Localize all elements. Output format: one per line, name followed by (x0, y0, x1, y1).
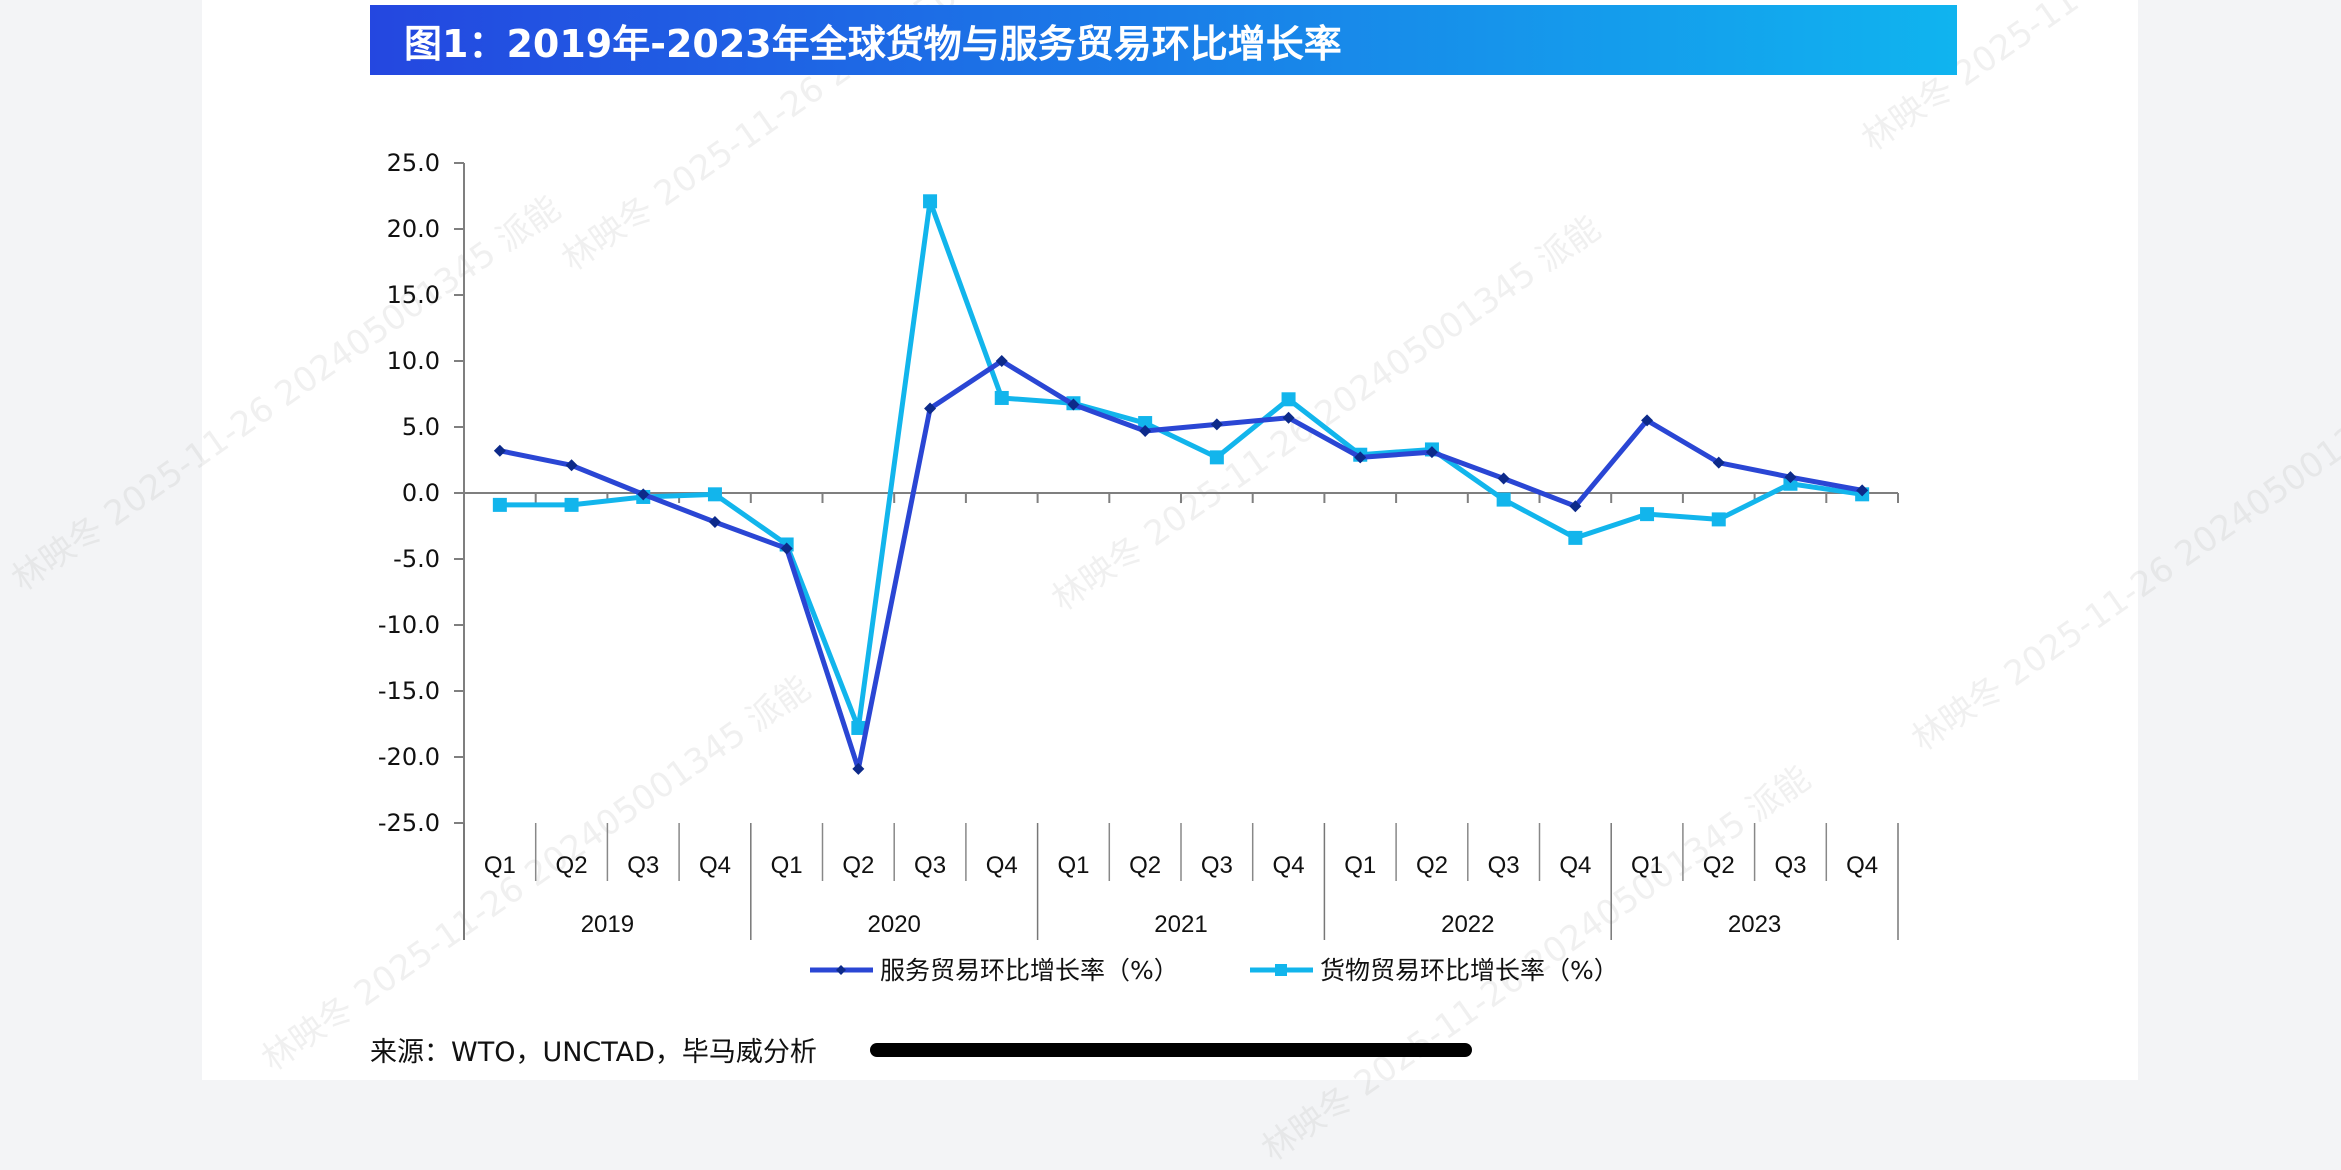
y-tick-label: 15.0 (387, 281, 440, 309)
x-quarter-label: Q1 (1057, 852, 1089, 879)
chart-legend: 服务贸易环比增长率（%） 货物贸易环比增长率（%） (810, 956, 1619, 985)
x-quarter-label: Q3 (1488, 852, 1520, 879)
y-tick-label: 0.0 (402, 479, 440, 507)
series-layer (492, 194, 1870, 775)
y-tick-label: 25.0 (387, 149, 440, 177)
x-year-label: 2021 (1154, 911, 1207, 938)
x-quarter-label: Q1 (771, 852, 803, 879)
x-quarter-label: Q1 (1344, 852, 1376, 879)
x-year-label: 2019 (581, 911, 634, 938)
legend-label: 服务贸易环比增长率（%） (880, 956, 1179, 985)
y-tick-label: -25.0 (378, 809, 440, 837)
y-axis: 25.0 20.0 15.0 10.0 5.0 0.0 -5.0 -10.0 -15.0 -20.… (378, 149, 465, 940)
x-quarter-label: Q2 (556, 852, 588, 879)
x-quarter-label: Q4 (986, 852, 1018, 879)
x-quarter-label: Q1 (484, 852, 516, 879)
x-quarter-label: Q3 (1201, 852, 1233, 879)
figure-title: 图1：2019年-2023年全球货物与服务贸易环比增长率 (404, 21, 1342, 66)
legend-label: 货物贸易环比增长率（%） (1320, 956, 1619, 985)
goods-series (492, 194, 1870, 735)
y-tick-label: -15.0 (378, 677, 440, 705)
x-quarter-label: Q3 (914, 852, 946, 879)
y-tick-label: 10.0 (387, 347, 440, 375)
x-quarter-label: Q4 (1559, 852, 1591, 879)
x-year-label: 2020 (868, 911, 921, 938)
x-quarter-label: Q2 (1703, 852, 1735, 879)
x-quarter-label: Q4 (1846, 852, 1878, 879)
x-quarter-label: Q3 (627, 852, 659, 879)
x-year-label: 2023 (1728, 911, 1781, 938)
x-axis: Q1 Q2 Q3 Q4 Q1 Q2 Q3 Q4 Q1 Q2 Q3 Q4 Q1 Q2 Q3 Q4 Q1 Q2 Q3 Q4… (463, 492, 1899, 940)
x-quarter-label: Q2 (1129, 852, 1161, 879)
source-note: 来源：WTO，UNCTAD，毕马威分析 (370, 1037, 817, 1068)
x-quarter-label: Q2 (1416, 852, 1448, 879)
x-quarter-label: Q1 (1631, 852, 1663, 879)
x-quarter-label: Q4 (699, 852, 731, 879)
x-quarter-label: Q4 (1273, 852, 1305, 879)
legend-item-services: 服务贸易环比增长率（%） (810, 956, 1179, 985)
y-tick-label: -10.0 (378, 611, 440, 639)
home-indicator[interactable] (870, 1043, 1472, 1057)
figure-title-bar: 图1：2019年-2023年全球货物与服务贸易环比增长率 (370, 5, 1957, 75)
y-tick-label: 5.0 (402, 413, 440, 441)
x-quarter-label: Q3 (1774, 852, 1806, 879)
legend-item-goods: 货物贸易环比增长率（%） (1250, 956, 1619, 985)
report-page (202, 0, 2138, 1080)
x-year-label: 2022 (1441, 911, 1494, 938)
y-tick-label: -20.0 (378, 743, 440, 771)
y-tick-label: 20.0 (387, 215, 440, 243)
services-series (493, 355, 1869, 775)
x-quarter-label: Q2 (842, 852, 874, 879)
line-chart: 25.0 20.0 15.0 10.0 5.0 0.0 -5.0 -10.0 -15.0 -20.… (378, 149, 1899, 985)
y-tick-label: -5.0 (393, 545, 440, 573)
